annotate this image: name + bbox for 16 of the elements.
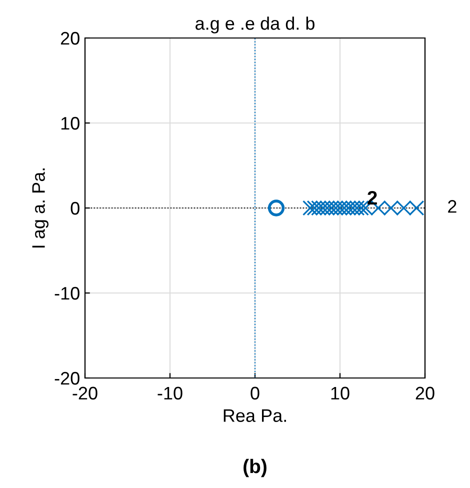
- y-axis-title: I ag a. Pa.: [32, 168, 48, 248]
- text: 2: [448, 200, 456, 213]
- x-axis-title: Rea Pa.: [224, 409, 286, 422]
- x-tick-label: 10: [331, 386, 350, 400]
- x-tick-label: 20: [416, 386, 434, 400]
- x-tick-label: 0: [250, 386, 260, 400]
- y-tick-label: -10: [54, 286, 80, 300]
- x-tick-label: -20: [72, 386, 98, 400]
- chart-title: a.g e .e da d. b: [196, 16, 314, 34]
- annotation: 2: [368, 190, 377, 205]
- text: (b): [244, 458, 266, 478]
- y-tick-label: -20: [54, 372, 80, 385]
- y-tick-label: 20: [60, 32, 80, 45]
- y-tick-label: 10: [61, 116, 80, 130]
- y-tick-label: 0: [70, 202, 80, 215]
- x-tick-label: -10: [158, 386, 182, 400]
